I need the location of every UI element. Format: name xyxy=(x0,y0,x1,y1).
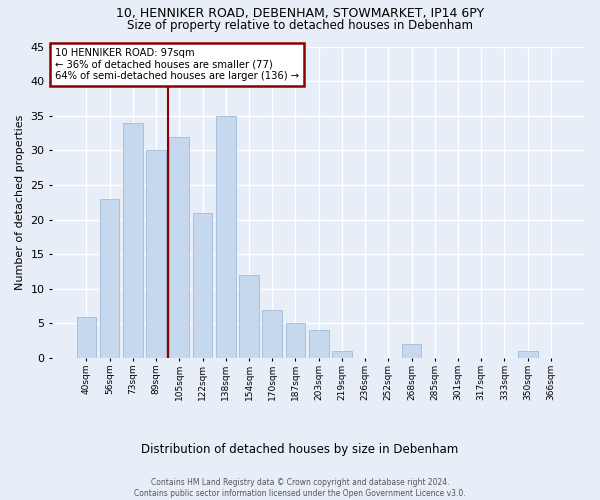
Text: Size of property relative to detached houses in Debenham: Size of property relative to detached ho… xyxy=(127,19,473,32)
Bar xyxy=(169,136,189,358)
Bar xyxy=(239,275,259,358)
Bar xyxy=(216,116,236,358)
Bar xyxy=(146,150,166,358)
Y-axis label: Number of detached properties: Number of detached properties xyxy=(15,114,25,290)
Text: 10, HENNIKER ROAD, DEBENHAM, STOWMARKET, IP14 6PY: 10, HENNIKER ROAD, DEBENHAM, STOWMARKET,… xyxy=(116,8,484,20)
Bar xyxy=(77,316,96,358)
Text: Contains HM Land Registry data © Crown copyright and database right 2024.
Contai: Contains HM Land Registry data © Crown c… xyxy=(134,478,466,498)
Bar xyxy=(193,212,212,358)
Text: Distribution of detached houses by size in Debenham: Distribution of detached houses by size … xyxy=(142,442,458,456)
Text: 10 HENNIKER ROAD: 97sqm
← 36% of detached houses are smaller (77)
64% of semi-de: 10 HENNIKER ROAD: 97sqm ← 36% of detache… xyxy=(55,48,299,82)
Bar xyxy=(262,310,282,358)
Bar xyxy=(309,330,329,358)
Bar xyxy=(518,351,538,358)
Bar xyxy=(100,199,119,358)
Bar xyxy=(123,122,143,358)
Bar xyxy=(286,324,305,358)
Bar xyxy=(332,351,352,358)
Bar xyxy=(401,344,421,358)
